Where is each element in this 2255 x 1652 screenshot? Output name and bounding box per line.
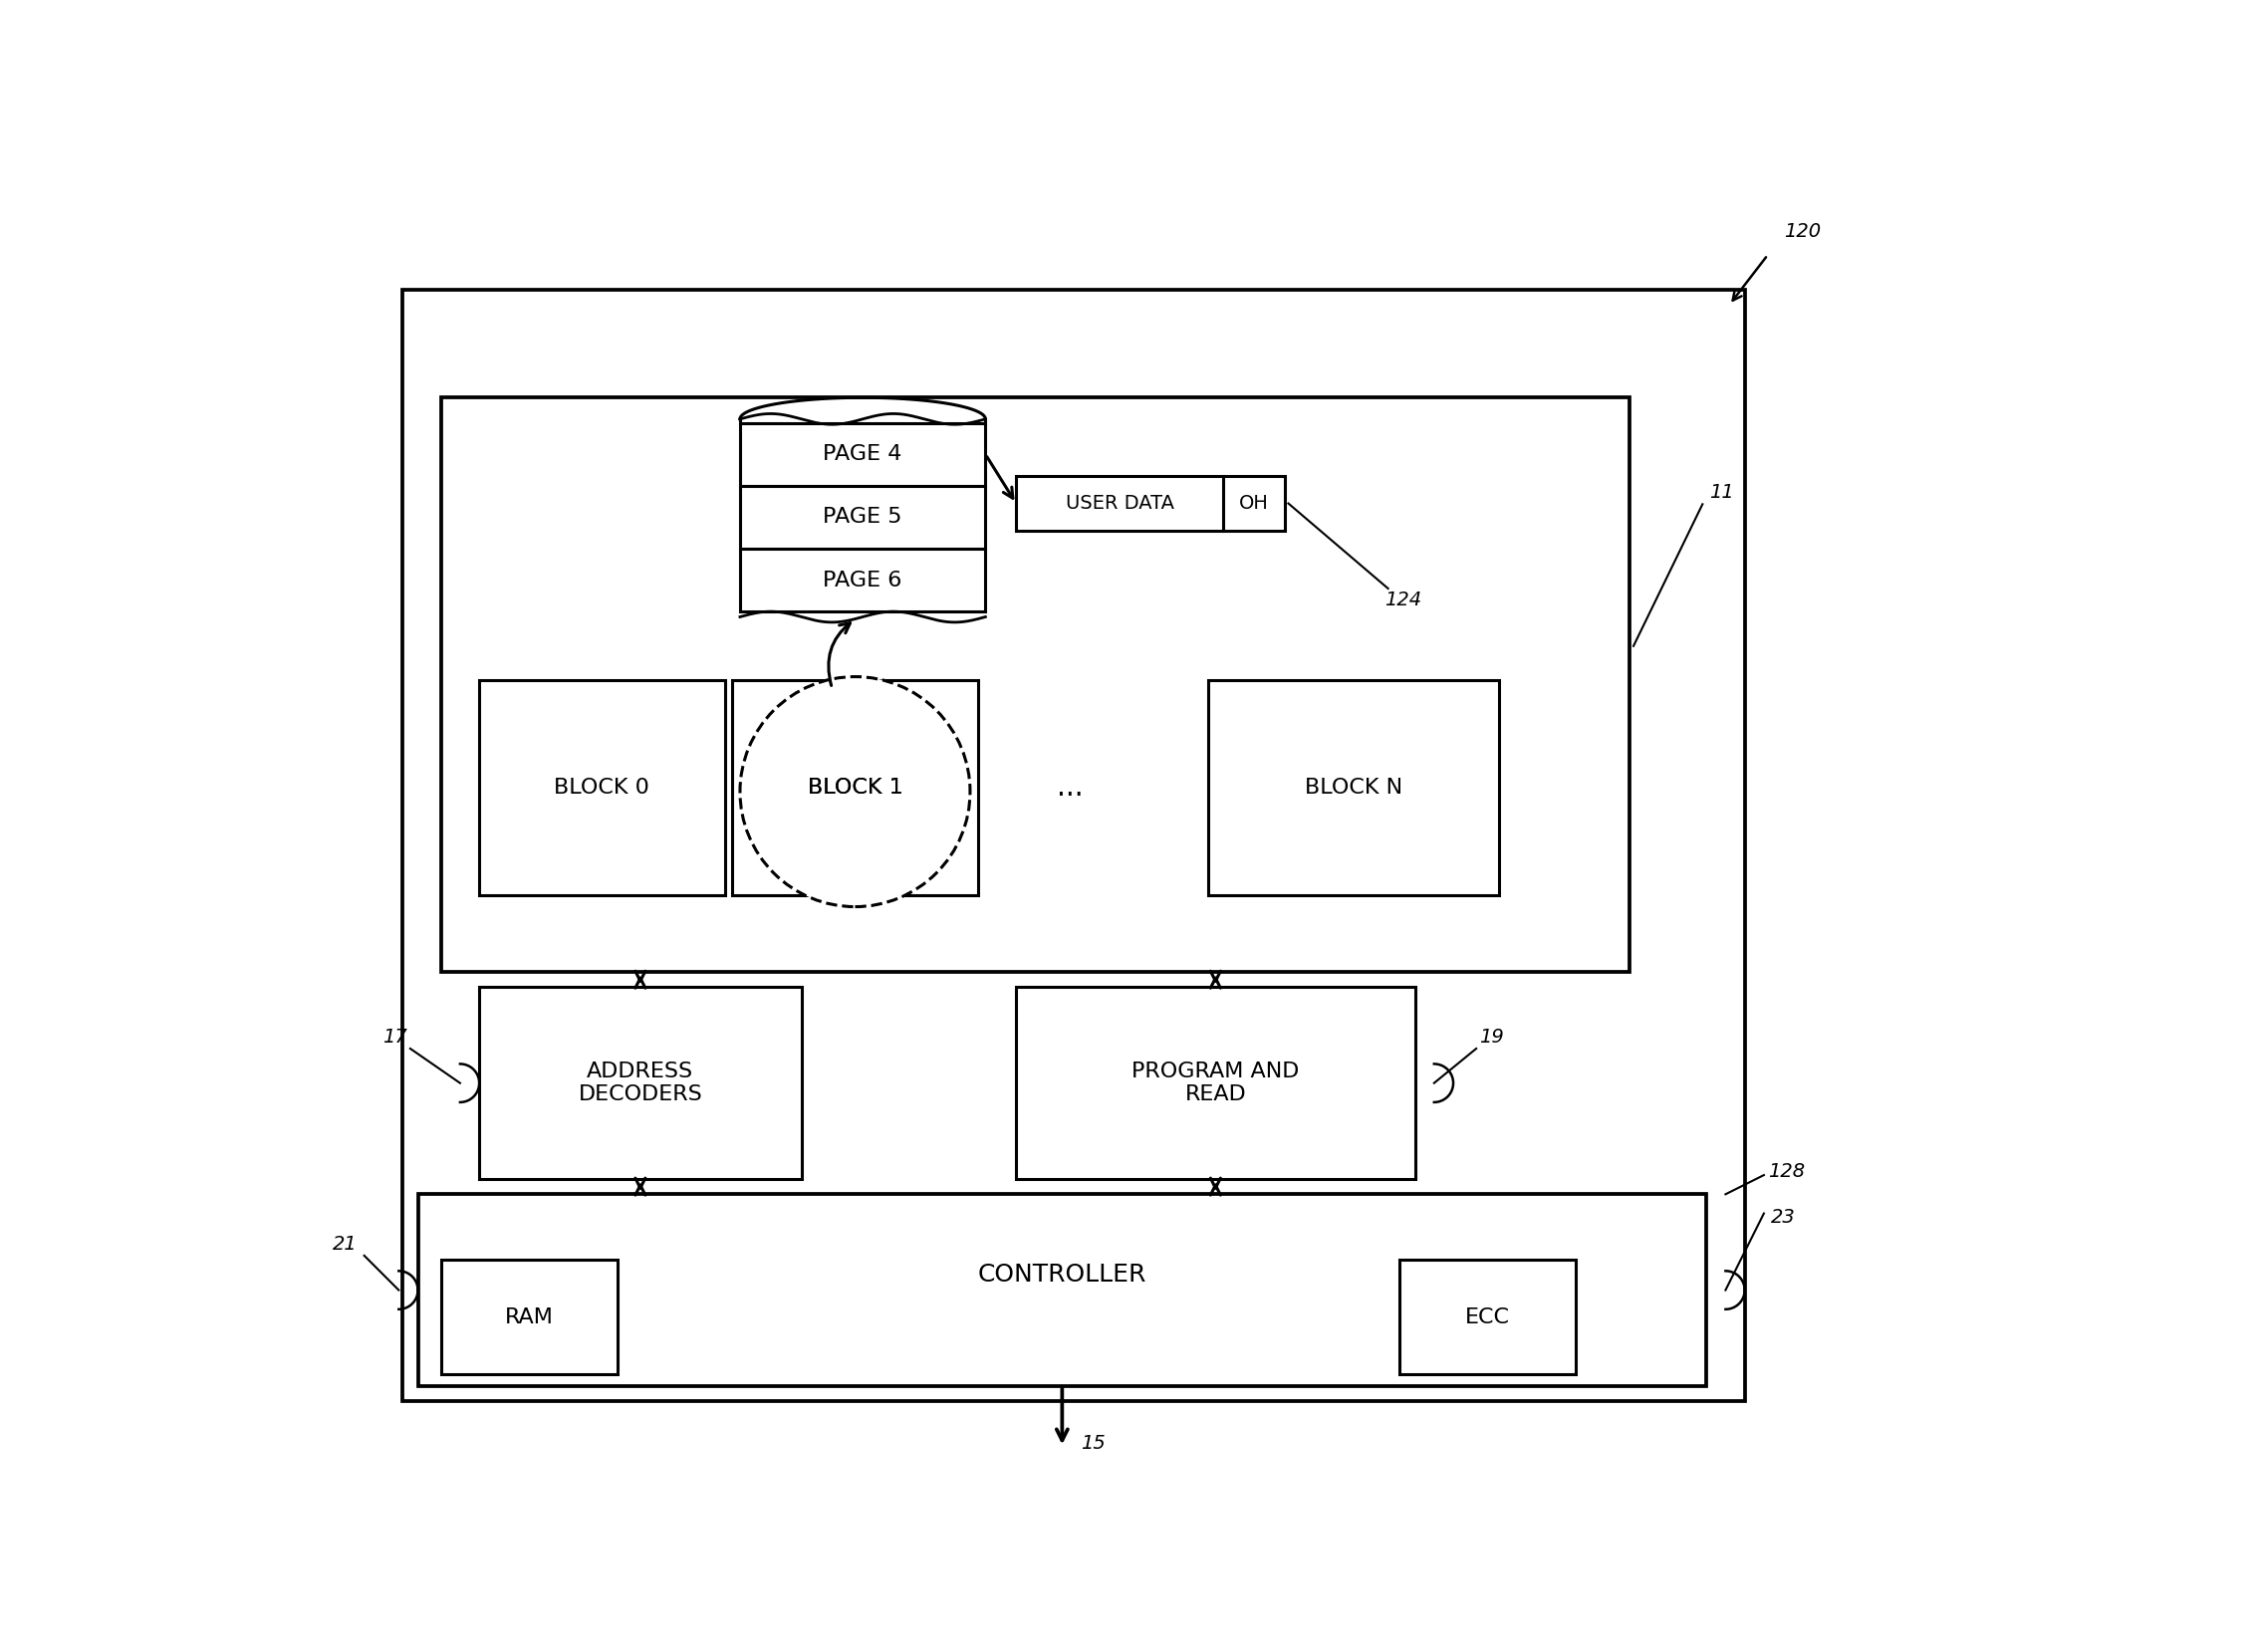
Text: ECC: ECC (1466, 1307, 1511, 1327)
Text: USER DATA: USER DATA (1064, 494, 1175, 512)
FancyArrowPatch shape (828, 623, 850, 686)
Bar (733, 681, 979, 895)
Text: OH: OH (1238, 494, 1270, 512)
Text: 19: 19 (1479, 1028, 1504, 1046)
Text: 23: 23 (1770, 1208, 1795, 1227)
Text: 15: 15 (1080, 1434, 1105, 1452)
Text: PAGE 6: PAGE 6 (823, 570, 902, 590)
Bar (1209, 681, 1500, 895)
Text: ADDRESS
DECODERS: ADDRESS DECODERS (577, 1062, 701, 1105)
Text: BLOCK 1: BLOCK 1 (807, 778, 902, 798)
Text: CONTROLLER: CONTROLLER (979, 1262, 1146, 1287)
Text: ...: ... (1058, 773, 1082, 801)
Bar (740, 486, 985, 548)
Text: 11: 11 (1709, 484, 1734, 502)
Bar (740, 548, 985, 611)
Text: 120: 120 (1784, 223, 1820, 241)
Bar (1017, 988, 1414, 1180)
Text: PAGE 5: PAGE 5 (823, 507, 902, 527)
Text: BLOCK 0: BLOCK 0 (555, 778, 649, 798)
Bar (442, 396, 1630, 971)
Text: 21: 21 (334, 1234, 356, 1254)
Text: 124: 124 (1385, 590, 1423, 610)
Text: PROGRAM AND
READ: PROGRAM AND READ (1132, 1062, 1299, 1105)
Bar (442, 1259, 618, 1374)
Text: 128: 128 (1768, 1161, 1806, 1181)
Bar (740, 423, 985, 486)
Bar (417, 1194, 1707, 1386)
Bar (1400, 1259, 1576, 1374)
Text: 17: 17 (383, 1028, 408, 1046)
Text: RAM: RAM (505, 1307, 552, 1327)
Bar (480, 988, 801, 1180)
Text: BLOCK 1: BLOCK 1 (807, 778, 902, 798)
Circle shape (740, 677, 970, 907)
Bar (480, 681, 724, 895)
Text: PAGE 4: PAGE 4 (823, 444, 902, 464)
Bar (1017, 476, 1285, 530)
Text: BLOCK N: BLOCK N (1306, 778, 1403, 798)
Bar (404, 289, 1745, 1401)
